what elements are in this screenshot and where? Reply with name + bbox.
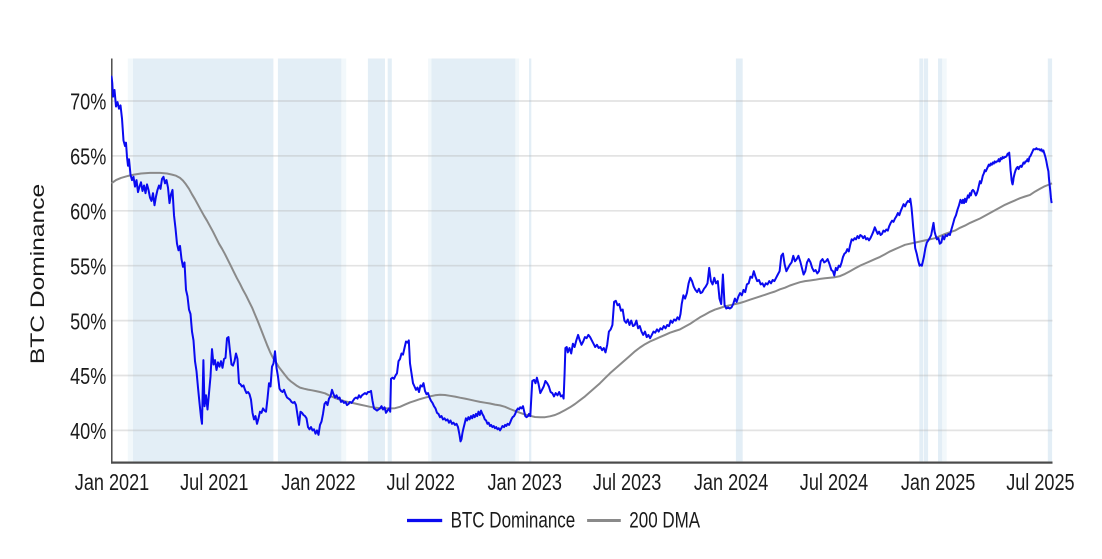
svg-text:Jan 2023: Jan 2023 xyxy=(487,470,561,496)
svg-text:Jul 2021: Jul 2021 xyxy=(180,470,248,496)
svg-text:Jan 2025: Jan 2025 xyxy=(901,470,975,496)
svg-text:70%: 70% xyxy=(70,90,106,116)
svg-text:BTC Dominance: BTC Dominance xyxy=(451,509,576,534)
svg-text:45%: 45% xyxy=(70,364,106,390)
svg-text:Jul 2025: Jul 2025 xyxy=(1006,470,1074,496)
svg-text:200 DMA: 200 DMA xyxy=(629,509,700,534)
svg-text:BTC Dominance: BTC Dominance xyxy=(27,184,49,364)
svg-text:Jul 2024: Jul 2024 xyxy=(800,470,868,496)
svg-text:Jul 2022: Jul 2022 xyxy=(386,470,454,496)
svg-text:Jul 2023: Jul 2023 xyxy=(593,470,661,496)
svg-text:40%: 40% xyxy=(70,419,106,445)
svg-text:55%: 55% xyxy=(70,254,106,280)
svg-text:60%: 60% xyxy=(70,199,106,225)
svg-text:Jan 2024: Jan 2024 xyxy=(694,470,768,496)
svg-text:Jan 2022: Jan 2022 xyxy=(281,470,355,496)
svg-text:50%: 50% xyxy=(70,309,106,335)
svg-text:Jan 2021: Jan 2021 xyxy=(75,470,149,496)
svg-text:65%: 65% xyxy=(70,145,106,171)
